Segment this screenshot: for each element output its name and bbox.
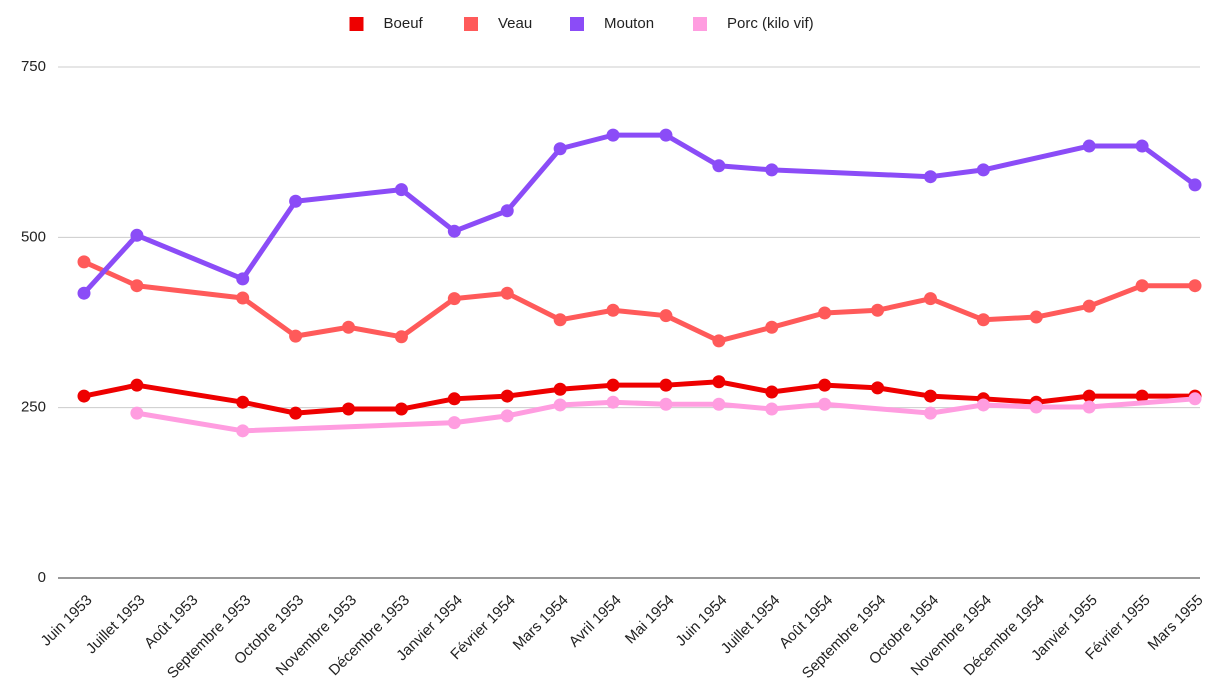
point xyxy=(659,397,673,411)
point xyxy=(394,330,408,344)
point xyxy=(1135,279,1149,293)
x-tick-label: Avril 1954 xyxy=(566,592,625,651)
y-tick-label: 250 xyxy=(21,399,46,416)
point xyxy=(818,306,832,320)
point xyxy=(289,406,303,420)
point xyxy=(130,406,144,420)
legend-label: Boeuf xyxy=(384,15,424,32)
point xyxy=(712,159,726,173)
point xyxy=(659,309,673,323)
point xyxy=(289,194,303,208)
point xyxy=(923,292,937,306)
point xyxy=(1188,279,1202,293)
legend-swatch xyxy=(570,17,584,31)
legend-label: Porc (kilo vif) xyxy=(727,15,814,32)
point xyxy=(447,292,461,306)
point xyxy=(553,313,567,327)
point xyxy=(818,378,832,392)
point xyxy=(765,320,779,334)
point xyxy=(659,128,673,142)
point xyxy=(394,183,408,197)
x-tick-label: Mai 1954 xyxy=(622,592,678,648)
point xyxy=(712,397,726,411)
point xyxy=(976,313,990,327)
point xyxy=(923,406,937,420)
point xyxy=(553,382,567,396)
point xyxy=(1135,389,1149,403)
point xyxy=(236,291,250,305)
point xyxy=(1029,310,1043,324)
point xyxy=(342,320,356,334)
point xyxy=(1188,178,1202,192)
point xyxy=(236,272,250,286)
point xyxy=(130,279,144,293)
point xyxy=(1082,299,1096,313)
legend-label: Veau xyxy=(498,15,532,32)
legend-swatch xyxy=(693,17,707,31)
point xyxy=(342,402,356,416)
point xyxy=(976,163,990,177)
point xyxy=(871,303,885,317)
point xyxy=(923,389,937,403)
point xyxy=(1029,400,1043,414)
point xyxy=(77,255,91,269)
point xyxy=(606,128,620,142)
point xyxy=(659,378,673,392)
point xyxy=(447,392,461,406)
point xyxy=(77,389,91,403)
point xyxy=(236,395,250,409)
point xyxy=(500,204,514,218)
point xyxy=(1082,139,1096,153)
point xyxy=(500,286,514,300)
legend-swatch xyxy=(349,17,364,31)
point xyxy=(500,409,514,423)
point xyxy=(606,303,620,317)
point xyxy=(606,395,620,409)
y-tick-label: 0 xyxy=(38,569,46,586)
y-tick-label: 500 xyxy=(21,228,46,245)
point xyxy=(1082,400,1096,414)
point xyxy=(130,228,144,242)
point xyxy=(77,286,91,300)
point xyxy=(976,398,990,412)
series-line xyxy=(82,259,1195,344)
point xyxy=(500,389,514,403)
point xyxy=(712,334,726,348)
point xyxy=(130,378,144,392)
point xyxy=(765,402,779,416)
y-tick-label: 750 xyxy=(21,58,46,75)
point xyxy=(1135,139,1149,153)
series-line xyxy=(82,132,1197,295)
legend-swatch xyxy=(464,17,478,31)
point xyxy=(923,170,937,184)
point xyxy=(447,416,461,430)
point xyxy=(1082,389,1096,403)
point xyxy=(447,224,461,238)
point xyxy=(394,402,408,416)
point xyxy=(1188,392,1202,406)
point xyxy=(553,142,567,156)
point xyxy=(236,424,250,438)
point xyxy=(606,378,620,392)
point xyxy=(765,385,779,399)
point xyxy=(871,381,885,395)
x-tick-label: Mars 1955 xyxy=(1144,592,1206,654)
point xyxy=(553,398,567,412)
point xyxy=(765,163,779,177)
legend-label: Mouton xyxy=(604,15,654,32)
x-tick-label: Mars 1954 xyxy=(510,592,572,654)
point xyxy=(818,397,832,411)
point xyxy=(289,329,303,343)
point xyxy=(712,375,726,389)
